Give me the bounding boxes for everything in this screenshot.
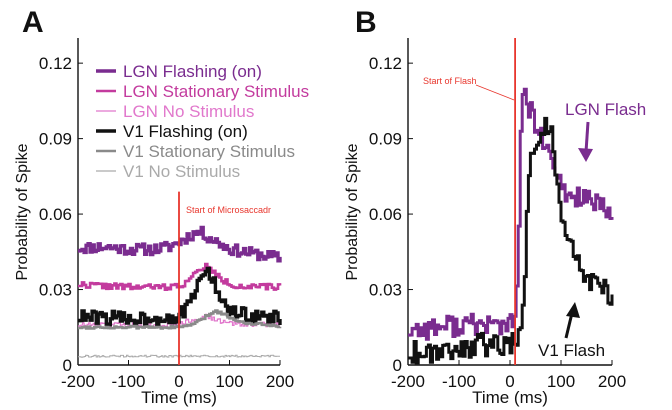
panel-b-axes: -200 -100 0 100 200 0 0.03 0.06 0.09 0.12 (369, 38, 626, 391)
x-tick-label: -200 (391, 372, 425, 391)
lgn-flash-label: LGN Flash (565, 100, 646, 119)
y-tick-label: 0.06 (39, 205, 72, 224)
panel-b-ylabel: Probability of Spike (344, 143, 361, 280)
panel-b: B -200 -100 0 100 200 0 0.03 0.06 0.09 0.12 Start… (344, 6, 646, 407)
series-line-lgn-flash (408, 87, 614, 341)
y-tick-label: 0.03 (369, 281, 402, 300)
panel-a-axes: -200 -100 0 100 200 0 0.03 0.06 0.09 0.12 (39, 38, 294, 391)
lgn-flash-arrow (584, 121, 590, 153)
legend-entry: V1 Flashing (on) (123, 122, 248, 141)
x-tick-label: 100 (547, 372, 575, 391)
legend-entry: LGN Flashing (on) (123, 62, 262, 81)
legend-entry: V1 Stationary Stimulus (123, 142, 295, 161)
panel-b-xlabel: Time (ms) (472, 388, 548, 407)
y-tick-label: 0.03 (39, 281, 72, 300)
x-tick-label: -100 (111, 372, 145, 391)
series-line-v1-flash (408, 116, 614, 365)
panel-a: A -200 -100 0 100 200 0 0.03 0.06 0.09 0.12 Start… (14, 6, 309, 407)
y-tick-label: 0.09 (369, 130, 402, 149)
v1-flash-arrow (564, 312, 574, 339)
legend-entry: LGN Stationary Stimulus (123, 82, 309, 101)
y-tick-label: 0.06 (369, 205, 402, 224)
y-tick-label: 0 (393, 356, 402, 375)
y-tick-label: 0.09 (39, 130, 72, 149)
x-tick-label: 100 (215, 372, 243, 391)
legend-entry: V1 No Stimulus (123, 162, 240, 181)
series-line-lgn-stationary-stimulus (78, 262, 282, 292)
panel-b-series (408, 87, 614, 365)
x-tick-label: -100 (442, 372, 476, 391)
x-tick-label: 200 (598, 372, 626, 391)
lgn-flash-arrowhead (578, 148, 593, 162)
flash-start-pointer (475, 84, 515, 101)
panel-a-xlabel: Time (ms) (141, 388, 217, 407)
panel-a-ylabel: Probability of Spike (14, 143, 31, 280)
x-tick-label: 0 (505, 372, 514, 391)
panel-b-annotations: Start of Flash LGN Flash V1 Flash (423, 38, 646, 365)
v1-flash-label: V1 Flash (538, 341, 605, 360)
microsaccade-start-label: Start of Microsaccadr (186, 205, 271, 215)
legend-entry: LGN No Stimulus (123, 102, 254, 121)
panel-a-label: A (22, 6, 44, 39)
panel-b-label: B (355, 6, 377, 39)
panel-a-annotation: Start of Microsaccadr (178, 191, 271, 365)
panel-a-legend: LGN Flashing (on)LGN Stationary Stimulus… (96, 62, 309, 181)
y-tick-label: 0.12 (39, 54, 72, 73)
x-tick-label: -200 (61, 372, 95, 391)
x-tick-label: 200 (266, 372, 294, 391)
x-tick-label: 0 (174, 372, 183, 391)
y-tick-label: 0.12 (369, 54, 402, 73)
flash-start-label: Start of Flash (423, 76, 477, 86)
v1-flash-arrowhead (566, 302, 580, 318)
y-tick-label: 0 (63, 356, 72, 375)
